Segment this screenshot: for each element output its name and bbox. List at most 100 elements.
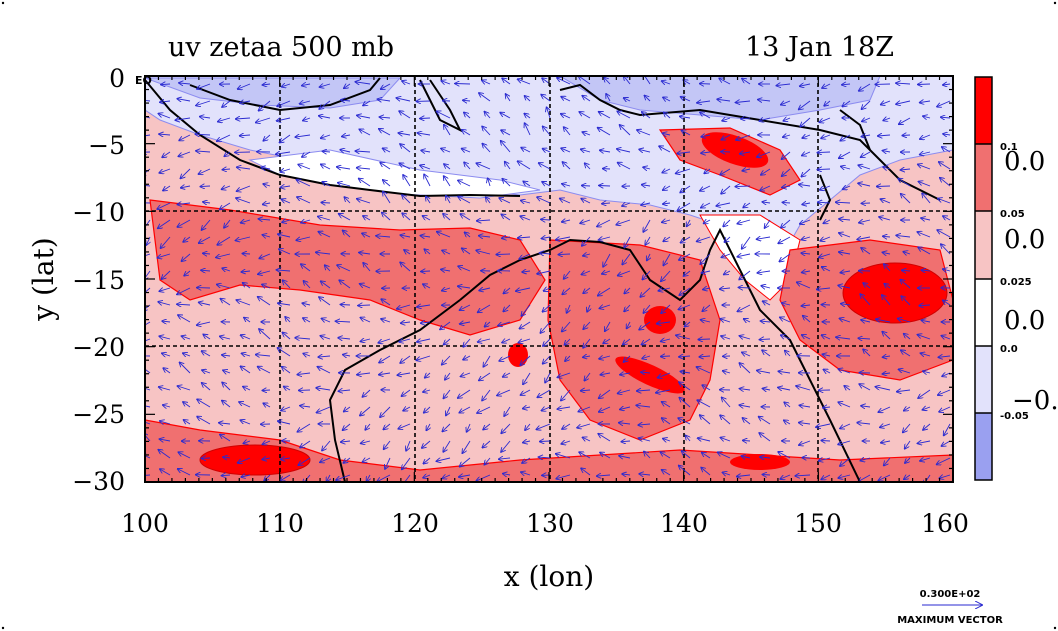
wind-vector: [520, 216, 531, 221]
wind-vector: [822, 335, 831, 339]
wind-vector: [799, 184, 811, 186]
wind-vector: [822, 84, 831, 88]
wind-vector: [196, 151, 211, 152]
wind-vector: [184, 270, 191, 276]
wind-vector: [282, 84, 291, 87]
wind-vector: [680, 372, 691, 374]
wind-vector: [643, 219, 651, 232]
wind-vector: [920, 101, 931, 103]
wind-vector: [295, 338, 311, 339]
wind-vector: [721, 438, 731, 441]
wind-vector: [200, 186, 211, 187]
wind-vector: [802, 237, 811, 240]
wind-vector: [380, 163, 391, 170]
wind-vector: [661, 304, 671, 313]
wind-vector: [587, 304, 590, 312]
wind-vector: [384, 440, 391, 449]
wind-vector: [822, 267, 831, 272]
wind-vector: [463, 356, 471, 360]
wind-vector: [758, 271, 771, 273]
wind-vector: [838, 475, 851, 478]
wind-vector: [179, 134, 191, 140]
wind-vector: [297, 373, 311, 375]
wind-vector: [567, 304, 570, 313]
wind-vector: [858, 474, 871, 482]
wind-vector: [236, 198, 251, 204]
wind-vector: [441, 81, 451, 84]
wind-vector: [217, 134, 231, 141]
wind-vector: [636, 405, 651, 407]
wind-vector: [582, 186, 591, 187]
wind-vector: [862, 100, 871, 109]
wind-vector: [686, 436, 691, 442]
wind-vector: [547, 107, 550, 119]
wind-vector: [363, 263, 371, 272]
wind-vector: [199, 168, 211, 174]
wind-vector: [884, 284, 891, 288]
wind-vector: [923, 423, 931, 430]
colorbar-small-label-3: 0.025: [1000, 277, 1032, 288]
wind-vector: [263, 403, 271, 407]
wind-vector: [661, 452, 671, 459]
wind-vector: [295, 135, 311, 137]
wind-vector: [802, 271, 811, 273]
wind-vector: [802, 305, 811, 306]
wind-vector: [822, 354, 831, 356]
wind-vector: [898, 179, 911, 187]
wind-vector: [336, 321, 351, 322]
wind-vector: [359, 179, 371, 187]
wind-vector: [583, 287, 591, 293]
wind-vector: [318, 367, 331, 374]
wind-vector: [942, 373, 951, 376]
wind-vector: [222, 169, 231, 170]
wind-vector: [178, 386, 191, 391]
strong-negative-region-2: [145, 77, 402, 109]
wind-vector: [583, 437, 591, 441]
wind-vector: [496, 254, 511, 255]
wind-vector: [556, 474, 571, 479]
wind-vector: [522, 457, 531, 463]
wind-vector: [482, 440, 491, 448]
wind-vector: [536, 423, 551, 429]
wind-vector: [502, 339, 511, 343]
wind-vector: [458, 197, 471, 204]
wind-vector: [902, 135, 911, 136]
wind-vector: [823, 220, 831, 223]
wind-vector: [618, 163, 631, 170]
wind-vector: [904, 407, 911, 411]
wind-vector: [883, 167, 891, 169]
wind-vector: [582, 132, 591, 135]
wind-vector: [340, 150, 351, 152]
wind-vector: [461, 373, 471, 377]
wind-vector: [442, 475, 451, 478]
wind-vector: [520, 321, 531, 329]
colorbar-large-label-2: 0.0: [1004, 225, 1045, 255]
wind-vector: [839, 252, 851, 254]
wind-vector: [503, 304, 511, 311]
wind-vector: [443, 440, 451, 452]
wind-vector: [238, 83, 251, 89]
wind-vector: [243, 283, 251, 289]
wind-vector: [642, 185, 651, 186]
wind-vector: [303, 118, 311, 121]
wind-vector: [877, 186, 891, 187]
wind-vector: [918, 441, 931, 443]
wind-vector: [483, 423, 491, 430]
wind-vector: [277, 270, 291, 271]
wind-vector: [679, 356, 691, 357]
wind-vector: [619, 456, 631, 458]
corner-dot: [1053, 626, 1057, 630]
wind-vector: [501, 423, 511, 433]
wind-vector: [600, 453, 611, 459]
wind-vector: [919, 182, 931, 187]
wind-vector: [178, 151, 191, 156]
wind-vector: [380, 406, 391, 417]
wind-vector: [761, 168, 771, 175]
wind-vector: [721, 134, 731, 140]
wind-vector: [883, 151, 891, 152]
wind-vector: [523, 372, 531, 384]
wind-vector: [401, 322, 411, 323]
wind-vector: [402, 81, 411, 84]
wind-vector: [562, 321, 571, 332]
wind-vector: [357, 115, 371, 118]
